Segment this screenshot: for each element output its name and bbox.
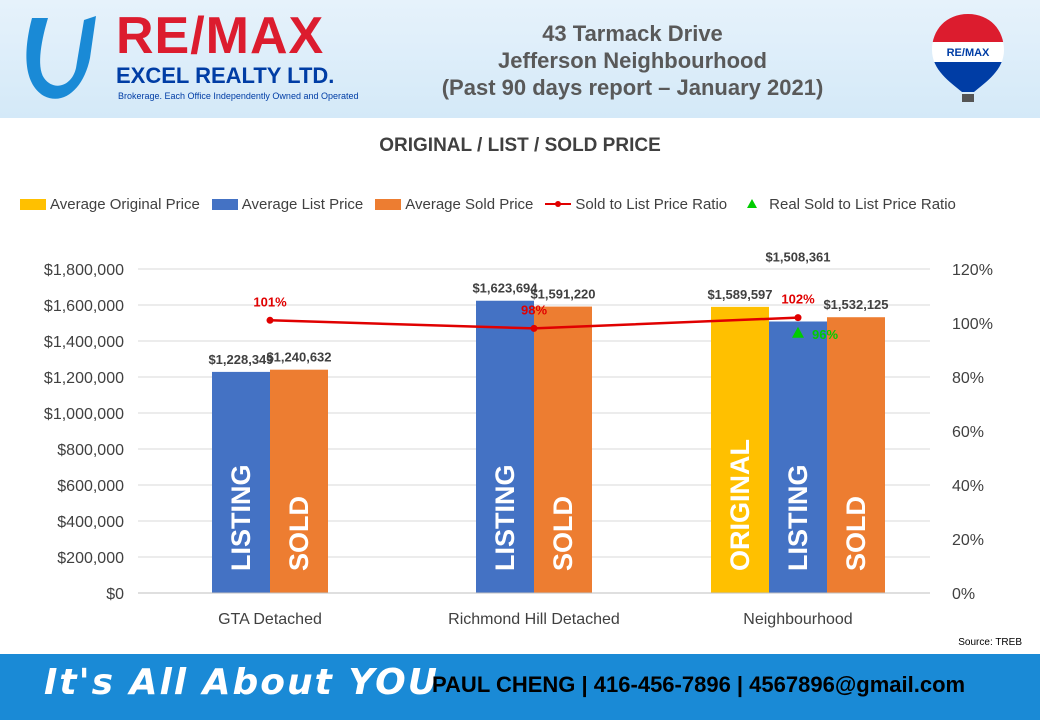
title-neighbourhood: Jefferson Neighbourhood <box>498 48 767 73</box>
x-tick-label: Neighbourhood <box>743 611 852 628</box>
legend-item-list: Average List Price <box>211 195 364 213</box>
legend-label-list: Average List Price <box>241 195 364 213</box>
data-label: $1,532,125 <box>823 297 888 312</box>
brand-name: RE/MAX <box>116 7 325 65</box>
x-tick-label: GTA Detached <box>218 611 322 628</box>
y-right-tick-label: 100% <box>952 316 993 333</box>
legend-swatch-original <box>20 198 46 210</box>
bar <box>270 369 328 593</box>
data-label: $1,240,632 <box>266 350 331 365</box>
y-right-tick-label: 0% <box>952 586 975 603</box>
y-left-tick-label: $200,000 <box>57 550 124 567</box>
real-ratio-label: 96% <box>812 327 838 342</box>
brokerage-note: Brokerage. Each Office Independently Own… <box>118 91 359 101</box>
bar <box>711 306 769 593</box>
y-left-tick-label: $1,000,000 <box>44 406 124 423</box>
balloon-logo-icon: RE/MAX <box>932 14 1004 102</box>
y-left-tick-label: $1,200,000 <box>44 370 124 387</box>
bar-text: LISTING <box>783 465 813 572</box>
legend-item-original: Average Original Price <box>20 196 200 213</box>
legend-swatch-real-ratio <box>747 199 758 208</box>
title-address: 43 Tarmack Drive <box>542 21 723 46</box>
footer-banner <box>0 654 1040 720</box>
y-left-tick-label: $1,800,000 <box>44 262 124 279</box>
y-left-tick-label: $400,000 <box>57 514 124 531</box>
bar-text: SOLD <box>841 496 871 571</box>
y-left-tick-label: $800,000 <box>57 442 124 459</box>
bar-text: SOLD <box>284 496 314 571</box>
y-left-tick-label: $600,000 <box>57 478 124 495</box>
bar-text: LISTING <box>226 465 256 572</box>
bar <box>769 321 827 593</box>
ratio-point <box>266 316 274 324</box>
y-left-tick-label: $1,600,000 <box>44 298 124 315</box>
chart-legend: Average Original Price Average List Pric… <box>20 194 968 214</box>
legend-swatch-ratio <box>545 201 572 207</box>
bar-text: SOLD <box>548 496 578 571</box>
bar <box>212 371 270 593</box>
legend-swatch-list <box>211 198 238 210</box>
company-name: EXCEL REALTY LTD. <box>116 63 335 88</box>
data-label: $1,228,349 <box>208 352 273 367</box>
legend-item-ratio: Sold to List Price Ratio <box>545 195 727 213</box>
ratio-label: 101% <box>253 294 287 309</box>
y-right-tick-label: 60% <box>952 424 984 441</box>
y-left-tick-label: $0 <box>106 586 124 603</box>
data-label: $1,508,361 <box>765 249 830 264</box>
legend-item-sold: Average Sold Price <box>375 196 533 213</box>
ratio-point <box>794 314 802 322</box>
chart-title: ORIGINAL / LIST / SOLD PRICE <box>379 135 661 156</box>
u-logo-icon <box>26 16 97 99</box>
bar-text: LISTING <box>490 465 520 572</box>
report-title: 43 Tarmack Drive Jefferson Neighbourhood… <box>400 20 865 101</box>
data-label: $1,591,220 <box>530 287 595 302</box>
data-label: $1,623,694 <box>472 281 538 296</box>
legend-label-sold: Average Sold Price <box>405 195 534 213</box>
legend-label-ratio: Sold to List Price Ratio <box>575 195 728 213</box>
legend-label-original: Average Original Price <box>50 195 200 213</box>
bar <box>476 300 534 593</box>
bar-text: ORIGINAL <box>725 439 755 571</box>
y-right-tick-label: 120% <box>952 262 993 279</box>
bar <box>534 306 592 593</box>
y-right-tick-label: 20% <box>952 532 984 549</box>
data-label: $1,589,597 <box>707 287 772 302</box>
y-right-tick-label: 40% <box>952 478 984 495</box>
ratio-label: 98% <box>521 302 547 317</box>
bar <box>827 317 885 593</box>
title-period: (Past 90 days report – January 2021) <box>441 75 824 100</box>
footer-contact: PAUL CHENG | 416-456-7896 | 4567896@gmai… <box>432 672 966 697</box>
y-left-tick-label: $1,400,000 <box>44 334 124 351</box>
y-right-tick-label: 80% <box>952 370 984 387</box>
footer-tagline: It's All About YOU <box>44 662 440 703</box>
balloon-label: RE/MAX <box>947 47 990 59</box>
real-ratio-marker <box>792 326 804 338</box>
legend-swatch-sold <box>375 198 402 210</box>
legend-label-real-ratio: Real Sold to List Price Ratio <box>769 195 956 213</box>
x-tick-label: Richmond Hill Detached <box>448 611 620 628</box>
legend-item-real-ratio: Real Sold to List Price Ratio <box>739 195 956 213</box>
header-banner: RE/MAX EXCEL REALTY LTD. Brokerage. Each… <box>0 0 1040 118</box>
ratio-label: 102% <box>781 292 815 307</box>
ratio-point <box>530 324 538 332</box>
source-note: Source: TREB <box>958 637 1022 648</box>
